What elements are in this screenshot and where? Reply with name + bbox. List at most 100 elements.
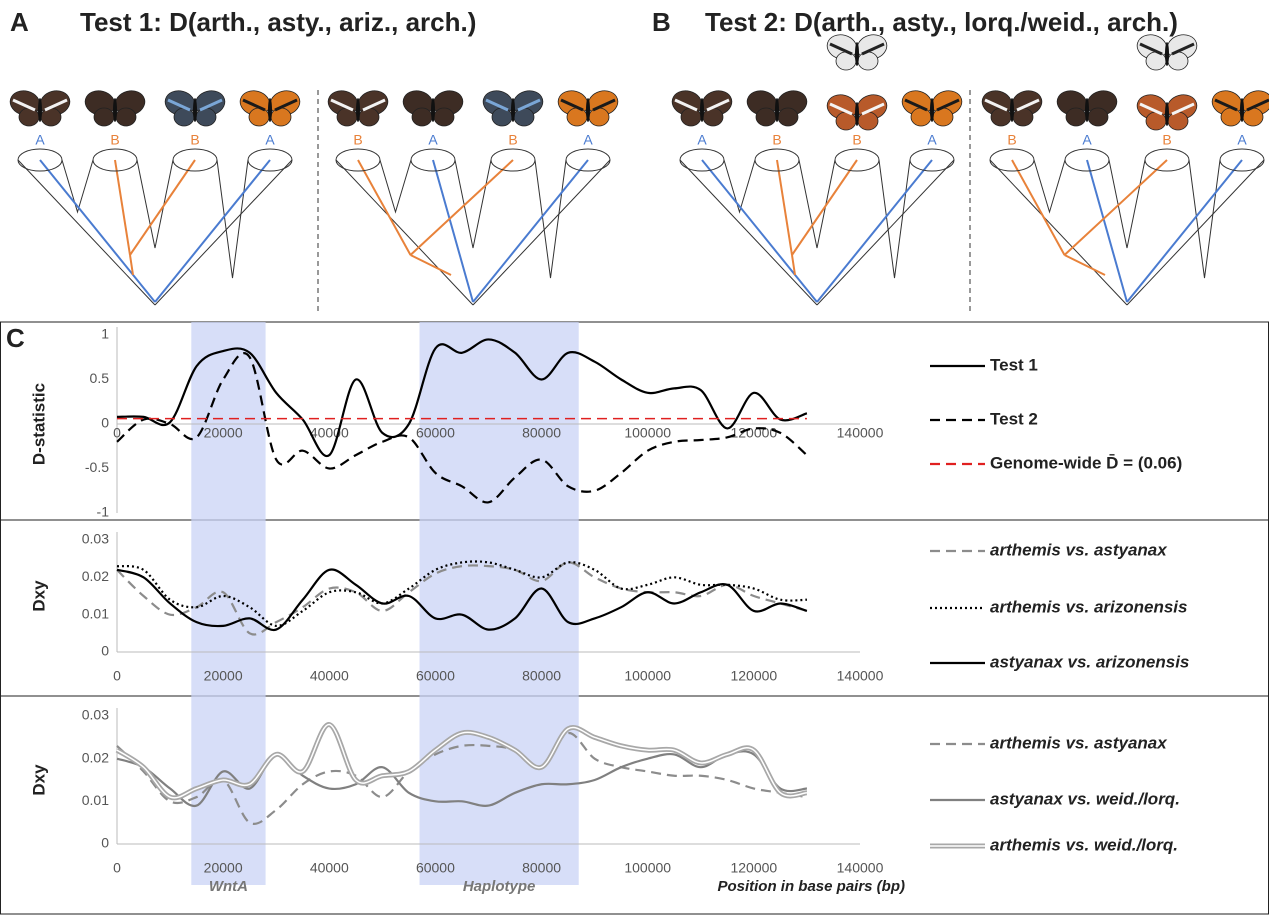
x-tick-label: 20000 — [204, 425, 243, 441]
tip-ellipse — [410, 148, 456, 172]
body — [1010, 98, 1014, 122]
tip-label: B — [508, 132, 517, 148]
x-tick-label: 100000 — [624, 425, 671, 441]
wing — [777, 107, 799, 127]
body — [1085, 98, 1089, 122]
tip-label: A — [927, 132, 937, 148]
wing — [702, 107, 724, 127]
highlight-label: WntA — [209, 878, 248, 895]
x-tick-label: 80000 — [522, 425, 561, 441]
gene-lineage — [816, 159, 933, 303]
wing — [195, 107, 217, 127]
x-tick-label: 0 — [113, 860, 121, 876]
wing-band — [1246, 98, 1269, 112]
wing-band — [274, 98, 298, 112]
tree-outline — [335, 159, 474, 306]
wing — [588, 107, 610, 127]
wing-band — [242, 98, 266, 112]
y-tick-label: 0.01 — [82, 792, 109, 808]
panel-letter: B — [652, 7, 671, 37]
wing-band — [904, 98, 928, 112]
tree-outline — [534, 159, 567, 279]
gene-lineage — [410, 254, 452, 276]
wing — [336, 107, 358, 127]
wing-band — [706, 98, 730, 112]
tree-outline — [1108, 159, 1146, 249]
y-tick-label: -0.5 — [85, 459, 109, 475]
tip-label: B — [772, 132, 781, 148]
butterfly-icon — [557, 90, 619, 127]
y-axis-label: D-statistic — [29, 383, 48, 465]
wing — [835, 51, 857, 71]
series-line — [116, 352, 808, 504]
wing — [835, 111, 857, 131]
butterfly-icon — [901, 90, 963, 127]
tree-outline — [17, 159, 156, 306]
tree-outline — [454, 159, 492, 249]
legend-label: Test 2 — [990, 409, 1038, 428]
series-line — [116, 568, 808, 632]
x-tick-label: 80000 — [522, 860, 561, 876]
y-tick-label: 0.03 — [82, 707, 109, 723]
y-tick-label: 0.03 — [82, 531, 109, 547]
body — [586, 98, 590, 122]
highlight-label: Haplotype — [463, 878, 536, 895]
wing — [857, 111, 879, 131]
tip-ellipse — [565, 148, 611, 172]
butterfly-icon — [482, 90, 544, 127]
x-tick-label: 20000 — [204, 668, 243, 684]
tip-label: A — [583, 132, 593, 148]
body — [193, 98, 197, 122]
y-tick-label: 0.5 — [90, 370, 110, 386]
x-tick-label: 80000 — [522, 668, 561, 684]
x-tick-label: 140000 — [837, 668, 884, 684]
body — [1165, 102, 1169, 126]
wing-band — [1139, 102, 1163, 116]
butterfly-icon — [327, 90, 389, 127]
butterfly-icon — [1136, 94, 1198, 131]
wing-band — [674, 98, 698, 112]
x-tick-label: 120000 — [730, 425, 777, 441]
body — [700, 98, 704, 122]
x-tick-label: 140000 — [837, 860, 884, 876]
wing-band — [1171, 42, 1195, 56]
tip-label: B — [190, 132, 199, 148]
gene-lineage — [129, 159, 196, 256]
legend-label: arthemis vs. astyanax — [990, 540, 1168, 559]
x-tick-label: 20000 — [204, 860, 243, 876]
wing — [1167, 111, 1189, 131]
x-tick-label: 120000 — [730, 668, 777, 684]
y-tick-label: 0.02 — [82, 568, 109, 584]
gene-lineage — [791, 159, 858, 256]
x-tick-label: 60000 — [416, 425, 455, 441]
y-tick-label: 0 — [101, 643, 109, 659]
tree-outline — [136, 159, 174, 249]
wing — [910, 107, 932, 127]
tip-label: A — [35, 132, 45, 148]
gene-lineage — [1126, 159, 1243, 303]
tip-label: B — [1162, 132, 1171, 148]
wing — [513, 107, 535, 127]
wing-band — [560, 98, 584, 112]
butterfly-icon — [1211, 90, 1269, 127]
wing — [1167, 51, 1189, 71]
gene-lineage — [39, 159, 156, 303]
body — [268, 98, 272, 122]
wing-band — [1139, 42, 1163, 56]
butterfly-icon — [671, 90, 733, 127]
x-tick-label: 40000 — [310, 860, 349, 876]
body — [511, 98, 515, 122]
x-tick-label: 140000 — [837, 425, 884, 441]
wing — [1012, 107, 1034, 127]
legend-label: astyanax vs. weid./lorq. — [990, 789, 1180, 808]
body — [38, 98, 42, 122]
wing — [358, 107, 380, 127]
butterfly-icon — [826, 34, 888, 71]
butterfly-icon — [164, 90, 226, 127]
wing — [1220, 107, 1242, 127]
gene-lineage — [776, 159, 793, 256]
butterfly-icon — [402, 90, 464, 127]
wing — [680, 107, 702, 127]
tip-ellipse — [247, 148, 293, 172]
tip-ellipse — [490, 148, 536, 172]
